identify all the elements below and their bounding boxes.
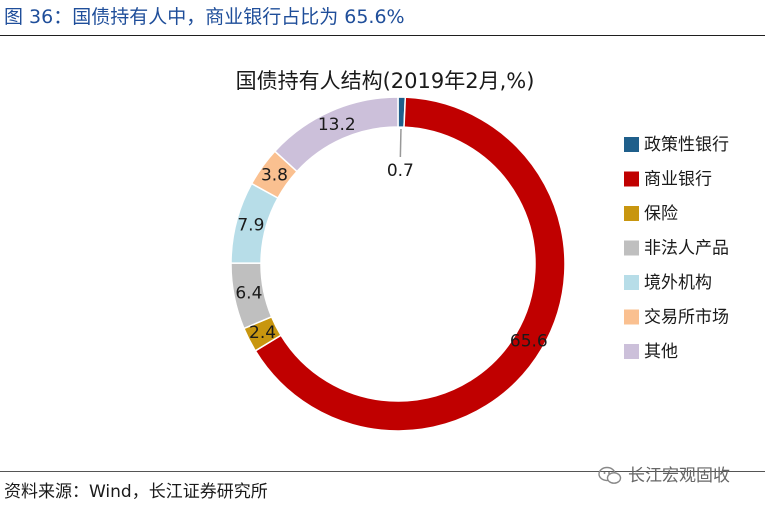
data-label-6: 3.8 bbox=[261, 165, 288, 185]
legend-label-1: 政策性银行 bbox=[644, 135, 729, 155]
watermark-text: 长江宏观固收 bbox=[628, 466, 730, 486]
footer-divider bbox=[0, 471, 765, 472]
legend-label-7: 其他 bbox=[644, 342, 678, 362]
data-label-7: 13.2 bbox=[318, 115, 356, 135]
legend-label-3: 保险 bbox=[644, 204, 678, 224]
legend-swatch-2 bbox=[624, 171, 639, 187]
chart-title: 国债持有人结构(2019年2月,%) bbox=[236, 69, 535, 93]
data-labels: 0.7 65.6 2.4 6.4 7.9 3.8 13.2 bbox=[235, 115, 547, 351]
wechat-icon bbox=[598, 466, 622, 484]
legend-label-5: 境外机构 bbox=[644, 273, 712, 293]
legend-swatch-7 bbox=[624, 344, 639, 359]
title-divider bbox=[0, 35, 765, 36]
figure-title: 图 36：国债持有人中，商业银行占比为 65.6% bbox=[4, 6, 405, 28]
data-label-5: 7.9 bbox=[237, 216, 264, 236]
legend-label-4: 非法人产品 bbox=[644, 239, 729, 259]
slice-7 bbox=[273, 96, 399, 173]
donut-chart: 国债持有人结构(2019年2月,%) 0.7 65.6 2.4 6.4 7.9 3.8 13… bbox=[230, 69, 729, 432]
legend-swatch-5 bbox=[624, 275, 639, 290]
legend-label-6: 交易所市场 bbox=[644, 308, 729, 328]
source-note: 资料来源：Wind，长江证券研究所 bbox=[4, 482, 268, 502]
data-label-2: 65.6 bbox=[510, 331, 548, 351]
slice-2 bbox=[254, 96, 566, 432]
watermark: 长江宏观固收 bbox=[598, 462, 730, 490]
data-label-3: 2.4 bbox=[249, 323, 276, 343]
legend-swatch-6 bbox=[624, 309, 639, 325]
data-label-4: 6.4 bbox=[235, 283, 262, 303]
legend-swatch-1 bbox=[624, 137, 639, 152]
donut-slices bbox=[230, 96, 566, 432]
legend-label-2: 商业银行 bbox=[644, 170, 712, 190]
data-label-1: 0.7 bbox=[387, 161, 414, 181]
legend-swatch-4 bbox=[624, 240, 639, 256]
legend-swatch-3 bbox=[624, 206, 639, 221]
leader-line bbox=[399, 129, 402, 158]
